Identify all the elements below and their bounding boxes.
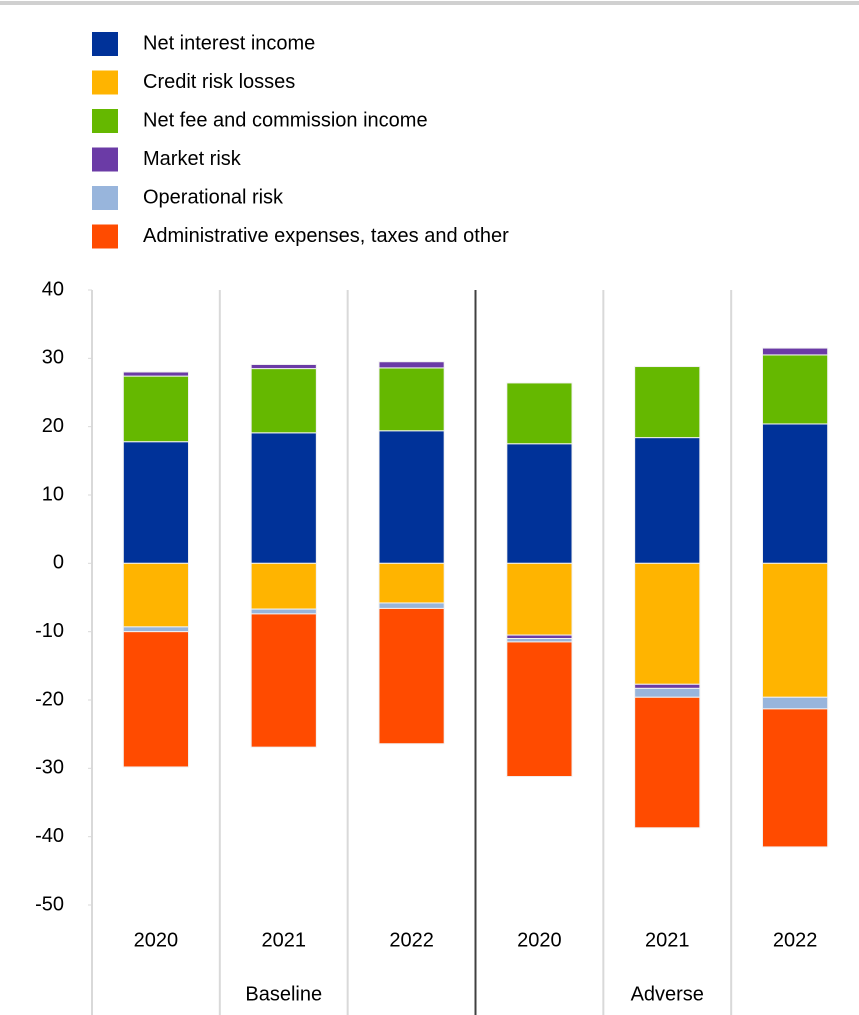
legend-label: Administrative expenses, taxes and other	[143, 225, 509, 247]
bar	[634, 437, 701, 564]
legend-label: Net fee and commission income	[143, 109, 428, 131]
bar	[122, 371, 190, 377]
bar	[634, 562, 701, 685]
bar	[122, 441, 190, 564]
x-tick-label: 2020	[517, 929, 562, 951]
bar	[761, 696, 829, 710]
y-tick-label: -10	[35, 620, 64, 642]
y-tick-label: -20	[35, 688, 64, 710]
y-tick-label: 30	[42, 347, 64, 369]
bar	[250, 608, 317, 615]
bar	[378, 602, 445, 609]
bar	[634, 687, 701, 698]
legend-swatch	[92, 186, 118, 210]
bar	[378, 562, 445, 604]
x-tick-label: 2021	[262, 929, 307, 951]
legend-swatch	[92, 70, 118, 95]
group-label: Adverse	[631, 983, 704, 1005]
x-tick-label: 2022	[773, 929, 818, 951]
bar	[378, 607, 445, 745]
x-tick-label: 2022	[389, 929, 434, 951]
bar	[761, 354, 829, 425]
bar	[634, 683, 701, 689]
legend-label: Net interest income	[143, 32, 315, 54]
bar	[634, 366, 701, 439]
bar	[506, 562, 573, 636]
y-tick-label: 0	[53, 552, 64, 574]
bar	[378, 367, 445, 432]
bar	[378, 361, 445, 369]
bar	[122, 562, 190, 628]
y-tick-label: -50	[35, 893, 64, 915]
bar	[250, 363, 317, 370]
bar	[506, 641, 573, 778]
y-tick-label: -40	[35, 825, 64, 847]
legend-swatch	[92, 147, 118, 172]
bar	[761, 708, 829, 848]
bar	[506, 382, 573, 445]
legend-swatch	[92, 32, 118, 56]
bar	[378, 430, 445, 564]
legend-label: Credit risk losses	[143, 71, 295, 93]
y-tick-label: 20	[42, 415, 64, 437]
bar	[761, 562, 829, 698]
bar	[506, 443, 573, 564]
bar	[506, 634, 573, 639]
bar	[761, 423, 829, 564]
bar	[250, 562, 317, 610]
bar	[506, 638, 573, 643]
bar	[122, 626, 190, 633]
legend-label: Operational risk	[143, 186, 284, 208]
x-tick-label: 2020	[134, 929, 179, 951]
bar	[761, 347, 829, 356]
bar	[122, 375, 190, 443]
legend-label: Market risk	[143, 148, 242, 170]
bar	[634, 696, 701, 829]
legend-swatch	[92, 109, 118, 133]
legend-swatch	[92, 224, 118, 249]
bar	[250, 613, 317, 748]
bar	[122, 631, 190, 768]
y-tick-label: 40	[42, 278, 64, 300]
group-label: Baseline	[245, 983, 322, 1005]
bar	[250, 432, 317, 564]
y-tick-label: 10	[42, 483, 64, 505]
bar	[250, 368, 317, 434]
x-tick-label: 2021	[645, 929, 690, 951]
y-tick-label: -30	[35, 757, 64, 779]
